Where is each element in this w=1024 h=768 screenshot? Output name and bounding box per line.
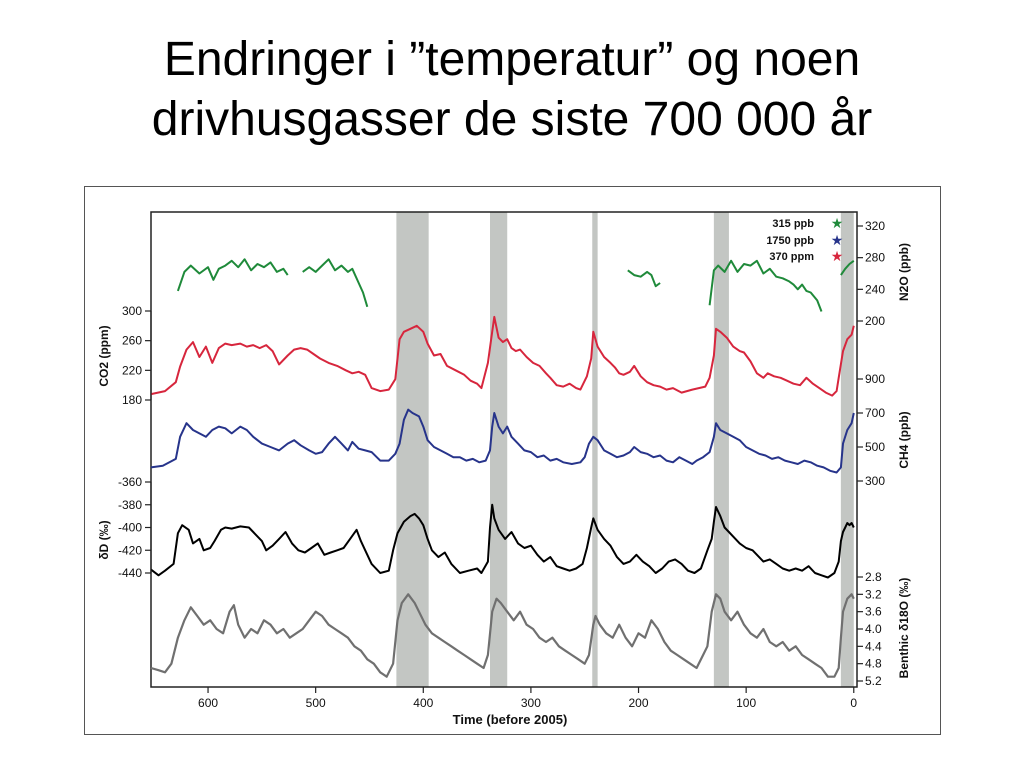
glacial-bands	[396, 212, 854, 687]
n2o-tick-label-280: 280	[865, 251, 885, 265]
glacial-band-3	[592, 212, 598, 687]
n2o-tick-label-200: 200	[865, 314, 885, 328]
glacial-band-5	[840, 212, 854, 687]
slide-title-line-1: Endringer i ”temperatur” og noen	[163, 33, 861, 86]
benthic-tick-label-4.4: 4.4	[865, 639, 882, 653]
dd-tick-label--380: -380	[118, 498, 142, 512]
legend-star-icon-3: ★	[831, 248, 844, 264]
benthic-tick-label-2.8: 2.8	[865, 570, 882, 584]
n2o-series-line-1	[176, 258, 289, 292]
dd-tick-label--400: -400	[118, 521, 142, 535]
series-layer	[150, 258, 855, 678]
x-tick-label-0: 0	[850, 696, 857, 710]
benthic-tick-label-4.8: 4.8	[865, 657, 882, 671]
x-tick-label-100: 100	[736, 696, 756, 710]
legend: 315 ppb ★ 1750 ppb ★ 370 ppm ★	[766, 215, 843, 264]
benthic-tick-label-5.2: 5.2	[865, 674, 882, 688]
x-tick-label-500: 500	[306, 696, 326, 710]
n2o-axis-label: N2O (ppb)	[897, 243, 911, 301]
legend-star-icon-1: ★	[831, 215, 844, 231]
n2o-series-line-5	[840, 259, 855, 276]
legend-label-1: 315 ppb	[772, 218, 814, 230]
legend-star-icon-2: ★	[831, 232, 844, 248]
n2o-series-line-2	[302, 258, 369, 308]
glacial-band-2	[490, 212, 508, 687]
n2o-series-line-4	[708, 259, 823, 312]
co2-tick-label-220: 220	[122, 363, 142, 377]
figure-frame	[84, 186, 941, 735]
co2-tick-label-180: 180	[122, 393, 142, 407]
ch4-tick-label-700: 700	[865, 406, 885, 420]
dd-axis-label: δD (‰)	[97, 520, 111, 559]
x-tick-label-600: 600	[198, 696, 218, 710]
co2-tick-label-300: 300	[122, 304, 142, 318]
co2-tick-label-260: 260	[122, 334, 142, 348]
legend-label-3: 370 ppm	[769, 251, 814, 263]
axes-layer: 600 500 400 300 200 100 0 300 260 220 180 -360 -380 -…	[97, 219, 911, 710]
benthic-tick-label-3.6: 3.6	[865, 605, 882, 619]
benthic-tick-label-4.0: 4.0	[865, 622, 882, 636]
x-tick-label-300: 300	[521, 696, 541, 710]
benthic-axis-label: Benthic δ18O (‰)	[897, 578, 911, 679]
dd-tick-label--360: -360	[118, 475, 142, 489]
n2o-tick-label-320: 320	[865, 219, 885, 233]
benthic-tick-label-3.2: 3.2	[865, 587, 882, 601]
ch4-tick-label-900: 900	[865, 372, 885, 386]
n2o-series-line-3	[627, 269, 661, 288]
dd-series-line	[150, 503, 855, 579]
slide-title: Endringer i ”temperatur” og noen drivhus…	[0, 30, 1024, 150]
x-tick-label-400: 400	[413, 696, 433, 710]
plot-frame	[150, 211, 858, 688]
x-tick-label-200: 200	[629, 696, 649, 710]
n2o-tick-label-240: 240	[865, 282, 885, 296]
dd-tick-label--420: -420	[118, 543, 142, 557]
ch4-tick-label-500: 500	[865, 440, 885, 454]
co2-axis-label: CO2 (ppm)	[97, 325, 111, 386]
ch4-axis-label: CH4 (ppb)	[897, 411, 911, 468]
slide-title-line-2: drivhusgasser de siste 700 000 år	[151, 93, 873, 146]
ch4-series-line	[150, 408, 855, 474]
legend-label-2: 1750 ppb	[766, 235, 814, 247]
benthic-series-line	[150, 593, 855, 678]
glacial-band-1	[396, 212, 429, 687]
co2-series-line	[150, 315, 855, 397]
ch4-tick-label-300: 300	[865, 474, 885, 488]
x-axis-label: Time (before 2005)	[453, 712, 568, 727]
dd-tick-label--440: -440	[118, 566, 142, 580]
